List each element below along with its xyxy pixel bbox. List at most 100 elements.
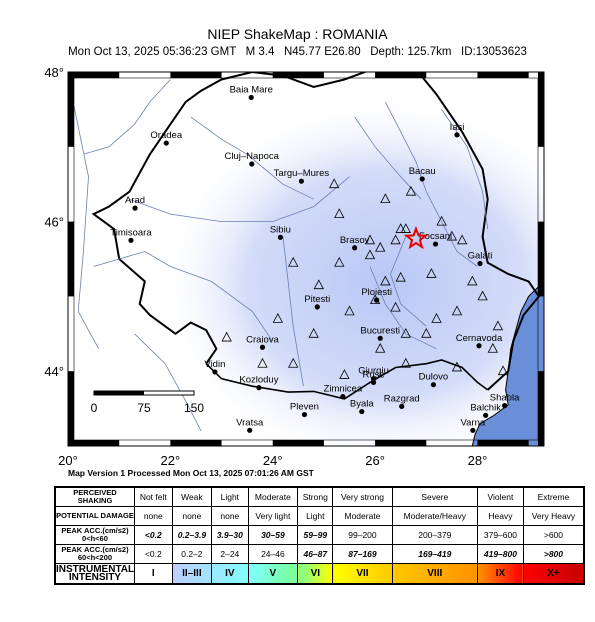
city-label: Razgrad [384, 393, 420, 404]
station-triangle-icon [313, 279, 324, 290]
station-triangle-icon [390, 234, 401, 245]
station-triangle-icon [477, 290, 488, 301]
legend-cell: Very strong [332, 486, 393, 507]
station-triangle-icon [436, 215, 447, 226]
city-marker [477, 260, 483, 267]
station-triangle-icon [380, 275, 391, 286]
legend-cell: Light [297, 506, 334, 526]
station-triangle-icon [288, 256, 299, 267]
station-triangle-icon [497, 365, 509, 376]
city-marker [314, 304, 320, 310]
legend-cell: Moderate/Heavy [391, 506, 478, 526]
city-label: Balchik [470, 402, 501, 413]
station-triangle-icon [395, 271, 406, 282]
city-label: Timisoara [110, 227, 152, 238]
legend-cell: Heavy [476, 506, 524, 526]
city-marker [430, 382, 437, 388]
city-label: Cernavoda [456, 333, 503, 344]
station-triangle-icon [390, 301, 401, 312]
cities: Baia Mare Oradea Cluj–Napoca Targu–Mures Ias… [110, 84, 520, 433]
city-label: Pleven [290, 402, 319, 413]
city-marker [374, 297, 380, 303]
river-line [72, 101, 100, 349]
legend-cell: 379–600 [476, 525, 524, 545]
legend-cell: Severe [391, 486, 478, 507]
legend-cell: >600 [522, 525, 585, 545]
river-line [354, 116, 422, 200]
legend-cell: 59–99 [297, 525, 334, 545]
shaking-intensity-area [155, 93, 544, 446]
river-line [441, 109, 489, 230]
legend-cell: Moderate [247, 486, 299, 507]
shakemap-canvas: Baia Mare Oradea Cluj–Napoca Targu–Mures Ias… [44, 65, 545, 468]
city-marker [377, 335, 383, 341]
river-line [190, 116, 314, 200]
river-line [282, 236, 304, 387]
river-line [83, 79, 171, 155]
legend-cell: X+ [522, 563, 585, 585]
station-triangle-icon [334, 256, 345, 267]
city-label: Craiova [246, 334, 279, 345]
station-triangle-icon [339, 369, 350, 379]
legend-cell: IX [476, 563, 524, 585]
legend-cell: VI [297, 563, 334, 585]
station-triangle-icon [334, 208, 345, 219]
city-label: Dulovo [419, 372, 449, 383]
station-triangle-icon [456, 234, 468, 245]
city-label: Targu–Mures [274, 168, 330, 179]
station-triangle-icon [221, 331, 232, 342]
city-marker [454, 132, 460, 138]
legend-cell: Not felt [133, 486, 173, 507]
city-marker [370, 379, 377, 386]
city-label: Brasov [340, 235, 370, 246]
legend-cell: Violent [476, 486, 524, 507]
station-triangle-icon [257, 357, 268, 368]
legend-row-header: PEAK ACC.(cm/s2) 0<h<60 [54, 525, 135, 545]
station-triangle-icon [492, 320, 504, 331]
legend-row-header: PEAK ACC.(cm/s2) 60<h<200 [54, 544, 135, 564]
city-marker [419, 176, 425, 182]
black-sea [471, 280, 544, 446]
legend-cell: Weak [171, 486, 213, 507]
legend-cell: 169–419 [391, 544, 478, 564]
scale-label: 0 [91, 401, 98, 415]
city-label: Baia Mare [230, 84, 273, 95]
legend-row-header: POTENTIAL DAMAGE [54, 506, 135, 526]
city-marker [359, 408, 365, 415]
lon-tick-label: 26° [365, 453, 385, 468]
city-label: Pitesti [304, 294, 330, 305]
legend-row-header: PERCEIVED SHAKING [54, 486, 135, 507]
station-triangle-icon [426, 268, 437, 278]
seismic-stations [221, 178, 509, 379]
event-info: Mon Oct 13, 2025 05:36:23 GMT M 3.4 N45.… [68, 46, 527, 58]
station-triangle-icon [400, 357, 411, 368]
legend-cell: 3.9–30 [211, 525, 249, 545]
river-line [390, 236, 427, 327]
city-label: Galati [468, 250, 493, 261]
lon-tick-label: 20° [58, 453, 78, 468]
romania-border [91, 72, 541, 391]
city-label: Varna [461, 417, 486, 428]
station-triangle-icon [451, 361, 463, 372]
city-marker [340, 394, 346, 400]
city-marker [399, 403, 405, 409]
city-marker [470, 427, 476, 433]
legend-cell: 99–200 [332, 525, 393, 545]
legend-cell: none [171, 506, 213, 526]
station-triangle-icon [308, 327, 319, 338]
city-label: Kozloduy [239, 375, 278, 386]
city-marker [212, 369, 218, 375]
scale-label: 75 [137, 401, 151, 415]
legend-cell: none [211, 506, 249, 526]
legend-cell: Moderate [332, 506, 393, 526]
city-label: Vratsa [236, 417, 264, 428]
station-triangle-icon [364, 234, 376, 245]
station-triangle-icon [400, 223, 411, 233]
lat-tick-label: 46° [44, 215, 64, 230]
station-triangle-icon [446, 230, 458, 241]
city-marker [277, 234, 284, 240]
map-frame-ticks [68, 72, 544, 446]
legend-cell: 87–169 [332, 544, 393, 564]
city-marker [132, 205, 138, 211]
city-label: Cluj–Napoca [225, 151, 280, 162]
